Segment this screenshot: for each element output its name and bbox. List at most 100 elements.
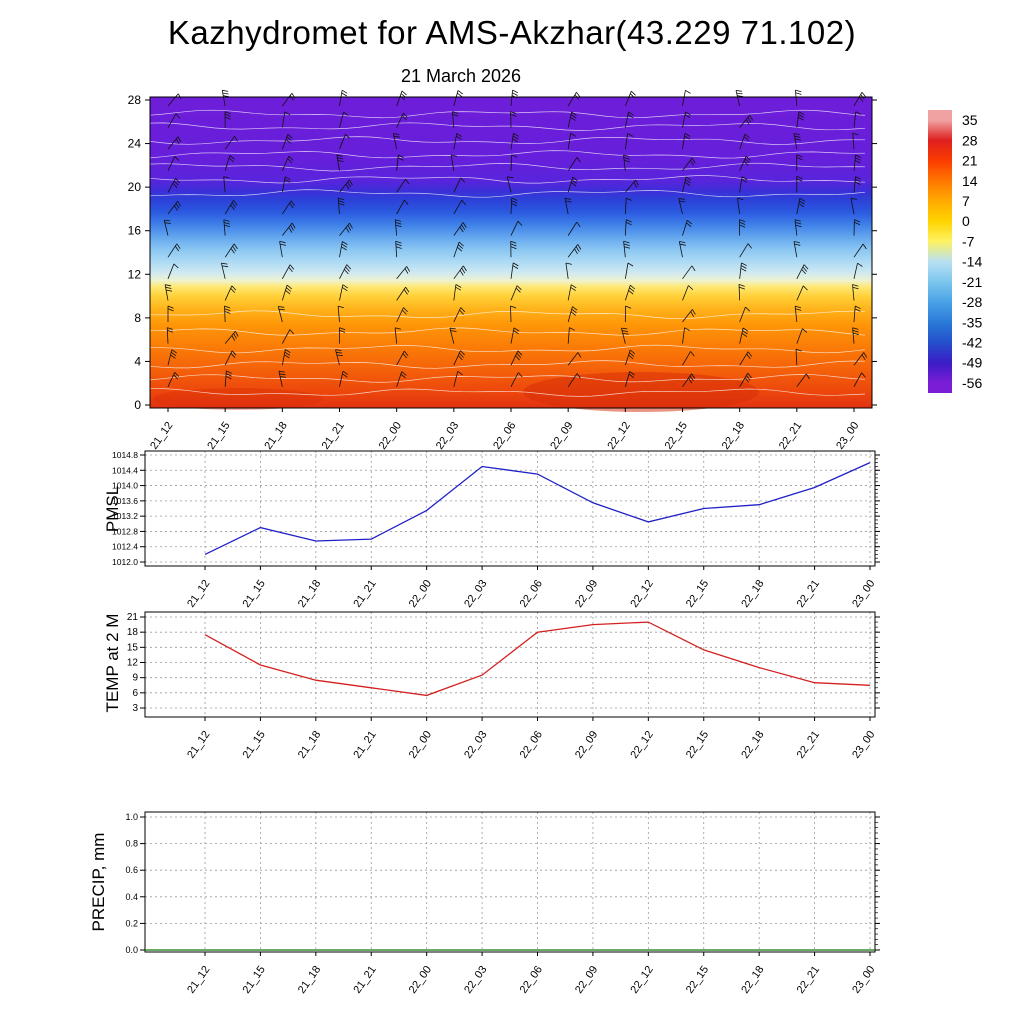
x-tick-label: 23_00 [850, 729, 877, 761]
x-tick-label: 21_15 [240, 964, 267, 996]
x-tick-label: 22_18 [739, 578, 766, 610]
x-tick-label: 22_21 [795, 729, 822, 761]
x-tick-label: 22_03 [462, 964, 489, 996]
x-tick-label: 22_03 [434, 420, 461, 452]
x-tick-label: 22_18 [739, 729, 766, 761]
y-tick-label: 1014.0 [112, 481, 138, 491]
x-tick-label: 21_18 [296, 964, 323, 996]
x-tick-label: 22_00 [407, 964, 434, 996]
x-tick-label: 22_03 [462, 578, 489, 610]
colorbar-tick-label: -21 [962, 274, 982, 290]
x-tick-label: 21_12 [185, 578, 212, 610]
height-tick-label: 28 [128, 93, 142, 107]
colorbar-tick-label: 0 [962, 213, 970, 229]
x-tick-label: 22_00 [407, 578, 434, 610]
x-tick-label: 23_00 [850, 578, 877, 610]
x-tick-label: 22_06 [491, 420, 518, 452]
x-tick-label: 22_00 [377, 420, 404, 452]
x-tick-label: 21_21 [351, 729, 378, 761]
x-tick-label: 21_12 [148, 420, 175, 452]
height-tick-label: 16 [128, 224, 142, 238]
height-tick-label: 0 [134, 398, 141, 412]
x-tick-label: 22_18 [720, 420, 747, 452]
x-tick-label: 23_00 [850, 964, 877, 996]
colorbar-tick-label: -49 [962, 355, 982, 371]
x-tick-label: 22_21 [795, 578, 822, 610]
x-tick-label: 22_00 [407, 729, 434, 761]
height-tick-label: 24 [128, 137, 142, 151]
y-tick-label: 0.0 [125, 945, 138, 955]
temp-2m-series-line [204, 621, 871, 697]
x-tick-label: 22_09 [573, 729, 600, 761]
y-tick-label: 1014.8 [112, 450, 138, 460]
x-tick-label: 22_15 [684, 964, 711, 996]
x-tick-label: 22_15 [663, 420, 690, 452]
y-tick-label: 18 [127, 627, 139, 638]
x-tick-label: 22_03 [462, 729, 489, 761]
colorbar-tick-label: -7 [962, 233, 975, 249]
contour-lines [149, 109, 866, 397]
y-tick-label: 1013.6 [112, 496, 138, 506]
x-tick-label: 22_06 [518, 964, 545, 996]
precip-chart: 1.0 0.8 0.6 0.4 0.2 0.0 21_12 21_15 21_18 21_21 22… [125, 811, 880, 996]
y-tick-label: 0.8 [125, 839, 138, 849]
colorbar-tick-label: -42 [962, 334, 982, 350]
colorbar-tick-label: -35 [962, 314, 982, 330]
x-tick-label: 22_15 [684, 729, 711, 761]
y-tick-label: 6 [132, 688, 138, 699]
y-tick-label: 1014.4 [112, 465, 138, 475]
x-tick-label: 21_21 [320, 420, 347, 452]
wind-barbs [163, 89, 868, 388]
x-tick-label: 21_21 [351, 578, 378, 610]
y-tick-label: 1012.8 [112, 526, 138, 536]
y-tick-label: 1012.4 [112, 542, 138, 552]
height-tick-label: 4 [134, 354, 141, 368]
x-tick-label: 21_18 [296, 729, 323, 761]
height-tick-label: 12 [128, 267, 142, 281]
y-tick-label: 0.4 [125, 892, 138, 902]
y-tick-label: 0.6 [125, 865, 138, 875]
y-tick-label: 15 [127, 642, 139, 653]
x-tick-label: 22_06 [518, 578, 545, 610]
x-tick-label: 22_21 [777, 420, 804, 452]
colorbar-tick-label: 14 [962, 173, 978, 189]
x-tick-label: 22_09 [548, 420, 575, 452]
x-tick-label: 22_12 [628, 964, 655, 996]
y-tick-label: 0.2 [125, 918, 138, 928]
x-tick-label: 21_15 [240, 729, 267, 761]
temp-2m-chart: 21 18 15 12 9 6 3 21_12 21_15 21_18 21_21 22_00 22_0… [127, 611, 880, 761]
x-tick-label: 23_00 [834, 420, 861, 452]
x-tick-label: 22_15 [684, 578, 711, 610]
y-tick-label: 12 [127, 658, 139, 669]
colorbar-tick-label: 28 [962, 132, 978, 148]
x-tick-label: 21_18 [262, 420, 289, 452]
colorbar-tick-label: -28 [962, 294, 982, 310]
x-tick-label: 22_09 [573, 578, 600, 610]
x-tick-label: 21_15 [205, 420, 232, 452]
colorbar-tick-label: 21 [962, 153, 978, 169]
x-tick-label: 22_12 [605, 420, 632, 452]
x-tick-label: 21_12 [185, 964, 212, 996]
x-tick-label: 22_09 [573, 964, 600, 996]
page-title: Kazhydromet for AMS-Akzhar(43.229 71.102… [167, 14, 857, 51]
x-tick-label: 22_06 [518, 729, 545, 761]
height-tick-label: 20 [128, 180, 142, 194]
height-tick-label: 8 [134, 311, 141, 325]
x-tick-label: 21_12 [185, 729, 212, 761]
x-tick-label: 21_15 [240, 578, 267, 610]
colorbar-tick-label: 7 [962, 193, 970, 209]
colorbar-tick-label: -14 [962, 254, 982, 270]
x-tick-label: 22_12 [628, 578, 655, 610]
x-tick-label: 22_21 [795, 964, 822, 996]
x-tick-label: 21_18 [296, 578, 323, 610]
pmsl-chart: 1014.8 1014.4 1014.0 1013.6 1013.2 1012.8 1012… [112, 450, 880, 610]
colorbar-tick-label: 35 [962, 112, 978, 128]
y-tick-label: 9 [132, 673, 138, 684]
x-tick-label: 21_21 [351, 964, 378, 996]
colorbar-tick-label: -56 [962, 375, 982, 391]
pmsl-series-line [204, 462, 871, 555]
y-tick-label: 1012.0 [112, 557, 138, 567]
date-subtitle: 21 March 2026 [400, 66, 522, 86]
